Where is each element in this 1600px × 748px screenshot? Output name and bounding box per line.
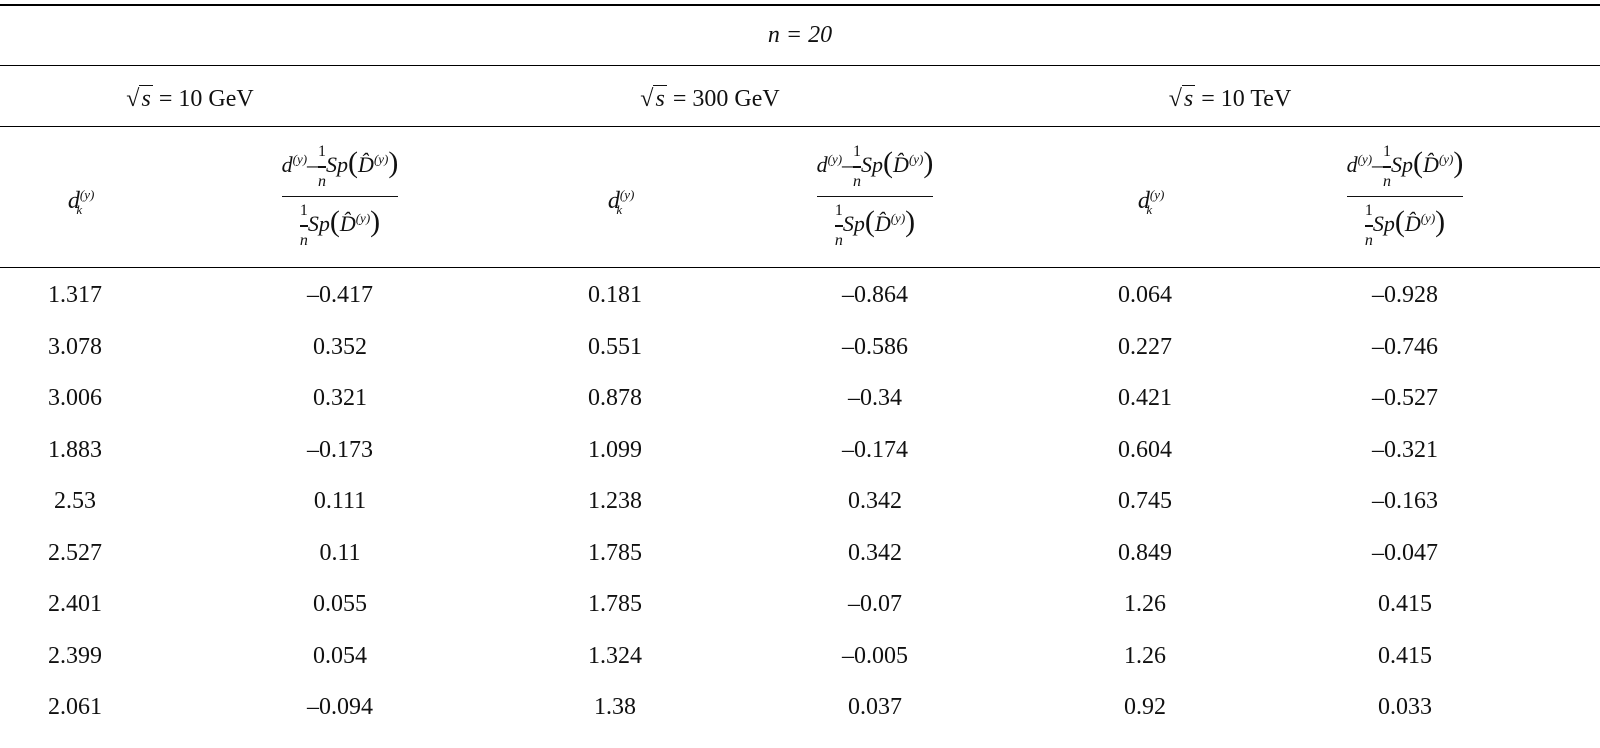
group-header-2: √s = 10 TeV bbox=[1168, 85, 1292, 112]
table-cell: 0.064 bbox=[1118, 282, 1172, 308]
col-header-relative-deviation: d(y)– 1 n Sp(D̂(y)) 1 n Sp(D̂(y)) bbox=[1305, 140, 1505, 253]
table-cell: 2.399 bbox=[48, 642, 102, 669]
table-cell: 0.321 bbox=[313, 385, 367, 411]
table-cell: –0.07 bbox=[848, 591, 902, 617]
group-label-0: 10 GeV bbox=[178, 86, 254, 112]
col-header-relative-deviation: d(y)– 1 n Sp(D̂(y)) 1 n Sp(D̂(y)) bbox=[775, 140, 975, 253]
table-cell: 0.342 bbox=[848, 539, 902, 566]
table-cell: 2.53 bbox=[54, 488, 96, 514]
table-cell: 0.033 bbox=[1378, 694, 1432, 720]
sqrt-symbol: √s bbox=[126, 85, 153, 112]
table-cell: 0.342 bbox=[848, 488, 902, 514]
table-cell: –0.746 bbox=[1372, 333, 1438, 360]
table-cell: 1.238 bbox=[588, 488, 642, 514]
col-header-d: d(y)k bbox=[67, 187, 95, 217]
fraction: d(y)– 1 n Sp(D̂(y)) 1 n Sp(D̂(y)) bbox=[816, 143, 934, 249]
table-cell: 0.604 bbox=[1118, 436, 1172, 463]
table-cell: 0.878 bbox=[588, 385, 642, 411]
table-cell: –0.163 bbox=[1372, 488, 1438, 514]
table-cell: –0.094 bbox=[307, 694, 373, 720]
table-cell: 3.006 bbox=[48, 385, 102, 411]
top-rule bbox=[0, 4, 1600, 6]
table-cell: 1.38 bbox=[594, 694, 636, 720]
group-label-1: 300 GeV bbox=[692, 86, 780, 112]
table-cell: –0.047 bbox=[1372, 539, 1438, 566]
table-cell: 1.099 bbox=[588, 436, 642, 463]
rule-after-n bbox=[0, 65, 1600, 66]
col-header-d: d(y)k bbox=[607, 187, 635, 217]
table-cell: –0.005 bbox=[842, 642, 908, 669]
table-cell: –0.586 bbox=[842, 333, 908, 360]
table-cell: –0.174 bbox=[842, 436, 908, 463]
col-header-relative-deviation: d(y)– 1 n Sp(D̂(y)) 1 n Sp(D̂(y)) bbox=[240, 140, 440, 253]
table-cell: 1.785 bbox=[588, 591, 642, 617]
table-cell: –0.864 bbox=[842, 282, 908, 308]
rule-after-col-headers bbox=[0, 267, 1600, 268]
table-cell: 0.11 bbox=[319, 539, 361, 566]
fraction: d(y)– 1 n Sp(D̂(y)) 1 n Sp(D̂(y)) bbox=[281, 143, 399, 249]
group-header-1: √s = 300 GeV bbox=[640, 85, 780, 112]
table-cell: –0.34 bbox=[848, 385, 902, 411]
table-cell: 0.055 bbox=[313, 591, 367, 617]
table-cell: 0.415 bbox=[1378, 642, 1432, 669]
col-header-d: d(y)k bbox=[1137, 187, 1165, 217]
table-cell: 0.415 bbox=[1378, 591, 1432, 617]
sqrt-symbol: √s bbox=[1168, 85, 1196, 112]
fraction: d(y)– 1 n Sp(D̂(y)) 1 n Sp(D̂(y)) bbox=[1346, 143, 1464, 249]
table-cell: 0.92 bbox=[1124, 694, 1166, 720]
table-cell: 0.421 bbox=[1118, 385, 1172, 411]
table-cell: 1.26 bbox=[1124, 591, 1166, 617]
table-cell: –0.527 bbox=[1372, 385, 1438, 411]
table-cell: 0.037 bbox=[848, 694, 902, 720]
group-header-0: √s = 10 GeV bbox=[126, 85, 254, 112]
table-cell: 0.111 bbox=[313, 488, 367, 514]
table-cell: 3.078 bbox=[48, 333, 102, 360]
group-label-2: 10 TeV bbox=[1220, 86, 1292, 112]
table-cell: 0.181 bbox=[588, 282, 642, 308]
table-cell: 1.324 bbox=[588, 642, 642, 669]
table-cell: 1.26 bbox=[1124, 642, 1166, 669]
rule-after-groups bbox=[0, 126, 1600, 127]
table-cell: 2.061 bbox=[48, 694, 102, 720]
n-header: n = 20 bbox=[0, 20, 1600, 50]
table-cell: –0.321 bbox=[1372, 436, 1438, 463]
table-cell: 0.849 bbox=[1118, 539, 1172, 566]
table-cell: 2.527 bbox=[48, 539, 102, 566]
table-cell: –0.928 bbox=[1372, 282, 1438, 308]
table-cell: 0.551 bbox=[588, 333, 642, 360]
table-cell: –0.417 bbox=[307, 282, 373, 308]
n-label: n = 20 bbox=[767, 22, 833, 48]
table-cell: 1.883 bbox=[48, 436, 102, 463]
table-cell: 1.785 bbox=[588, 539, 642, 566]
table-cell: 1.317 bbox=[48, 282, 102, 308]
sqrt-symbol: √s bbox=[640, 85, 667, 112]
table-cell: 0.054 bbox=[313, 642, 367, 669]
table-cell: 0.745 bbox=[1118, 488, 1172, 514]
table-cell: 2.401 bbox=[48, 591, 102, 617]
table-cell: 0.227 bbox=[1118, 333, 1172, 360]
table-cell: 0.352 bbox=[313, 333, 367, 360]
table-cell: –0.173 bbox=[307, 436, 373, 463]
